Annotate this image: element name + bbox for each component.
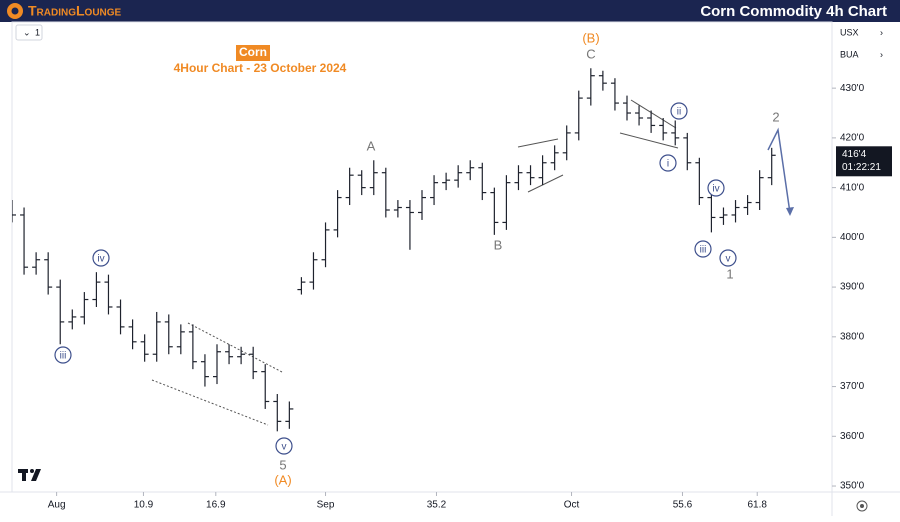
wave-label: C [586,46,595,61]
x-tick-label: 16.9 [206,500,226,511]
trend-lines [151,99,679,426]
y-tick-label: 420'0 [840,133,865,144]
header-bar [0,0,900,22]
last-price: 416'4 [842,149,867,160]
brand-logo-dot [11,7,19,15]
wedge-line [630,99,677,129]
wave-label: ii [677,107,681,118]
y-tick-label: 350'0 [840,481,865,492]
settings-button[interactable] [856,500,868,512]
countdown: 01:22:21 [842,162,881,173]
symbol[interactable]: BUA [840,49,859,59]
y-tick-label: 430'0 [840,83,865,94]
wave-label: iv [712,184,719,195]
wave-label: iv [97,254,104,265]
wave-circle [719,249,737,267]
symbol[interactable]: USX [840,27,859,37]
triangle-line [517,138,559,148]
y-tick-label: 390'0 [840,282,865,293]
chevron: › [880,49,883,59]
wave-label: 1 [726,266,733,281]
wave-circle [54,346,72,364]
x-tick-label: Sep [317,500,335,511]
bars [12,68,776,432]
chart-subtitle: 4Hour Chart - 23 October 2024 [174,61,347,75]
x-tick-label: 35.2 [427,500,447,511]
brand: TradingLounge [28,3,122,19]
wave-circle [92,249,110,267]
tv-logo-part [22,469,26,481]
interval-button[interactable] [15,24,43,41]
x-tick-label: 10.9 [134,500,154,511]
wave-label: v [726,254,731,265]
chevron: › [880,27,883,37]
chart-title: Corn [239,45,267,59]
header-title: Corn Commodity 4h Chart [700,3,887,20]
wedge-line [619,132,679,149]
x-tick-label: Aug [48,500,66,511]
plot-area [11,21,833,493]
tv-logo-part [30,469,34,473]
projection-arrow [767,127,791,214]
wave-label: 2 [772,109,779,124]
y-tick-label: 370'0 [840,381,865,392]
settings-dot [860,504,864,508]
y-tick-label: 410'0 [840,182,865,193]
x-tick-label: Oct [564,500,580,511]
wave-label: v [282,442,287,453]
y-tick-label: 380'0 [840,331,865,342]
wave-label: i [667,159,669,170]
y-tick-label: 360'0 [840,431,865,442]
x-tick-label: 61.8 [748,500,768,511]
wave-circle [707,179,725,197]
wave-label: iii [60,351,67,362]
wave-label: iii [700,245,707,256]
interval: 1 [35,27,40,37]
tv-logo [18,469,41,481]
wave-label: A [367,138,376,153]
tv-logo-part [31,469,41,481]
wave-circle [670,102,688,120]
wave-circle [694,240,712,258]
interval-chevron: ⌄ [23,27,31,37]
channel-line [151,379,269,426]
wave-circle [275,437,293,455]
arrow-head [786,207,794,216]
last-price-box [836,146,892,177]
y-tick-label: 400'0 [840,232,865,243]
wave-circle [659,154,677,172]
triangle-line [527,174,564,193]
channel-line [187,322,283,373]
chart-title-box [236,45,270,61]
wave-label: (B) [582,30,599,45]
wave-label: B [494,237,503,252]
x-tick-label: 55.6 [673,500,693,511]
wave-label: 5 [279,457,286,472]
wave-label: (A) [274,472,291,487]
